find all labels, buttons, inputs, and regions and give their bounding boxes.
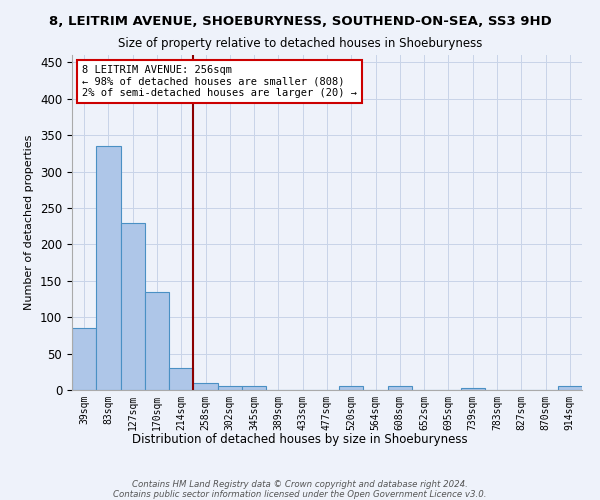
Text: Distribution of detached houses by size in Shoeburyness: Distribution of detached houses by size … <box>132 432 468 446</box>
Y-axis label: Number of detached properties: Number of detached properties <box>25 135 34 310</box>
Text: Size of property relative to detached houses in Shoeburyness: Size of property relative to detached ho… <box>118 38 482 51</box>
Bar <box>558 386 582 390</box>
Bar <box>121 222 145 390</box>
Text: 8 LEITRIM AVENUE: 256sqm
← 98% of detached houses are smaller (808)
2% of semi-d: 8 LEITRIM AVENUE: 256sqm ← 98% of detach… <box>82 65 357 98</box>
Bar <box>193 382 218 390</box>
Bar <box>145 292 169 390</box>
Bar <box>218 386 242 390</box>
Bar <box>339 386 364 390</box>
Bar <box>461 388 485 390</box>
Bar <box>96 146 121 390</box>
Text: 8, LEITRIM AVENUE, SHOEBURYNESS, SOUTHEND-ON-SEA, SS3 9HD: 8, LEITRIM AVENUE, SHOEBURYNESS, SOUTHEN… <box>49 15 551 28</box>
Bar <box>72 328 96 390</box>
Bar <box>169 368 193 390</box>
Bar <box>388 386 412 390</box>
Bar <box>242 386 266 390</box>
Text: Contains HM Land Registry data © Crown copyright and database right 2024.
Contai: Contains HM Land Registry data © Crown c… <box>113 480 487 500</box>
